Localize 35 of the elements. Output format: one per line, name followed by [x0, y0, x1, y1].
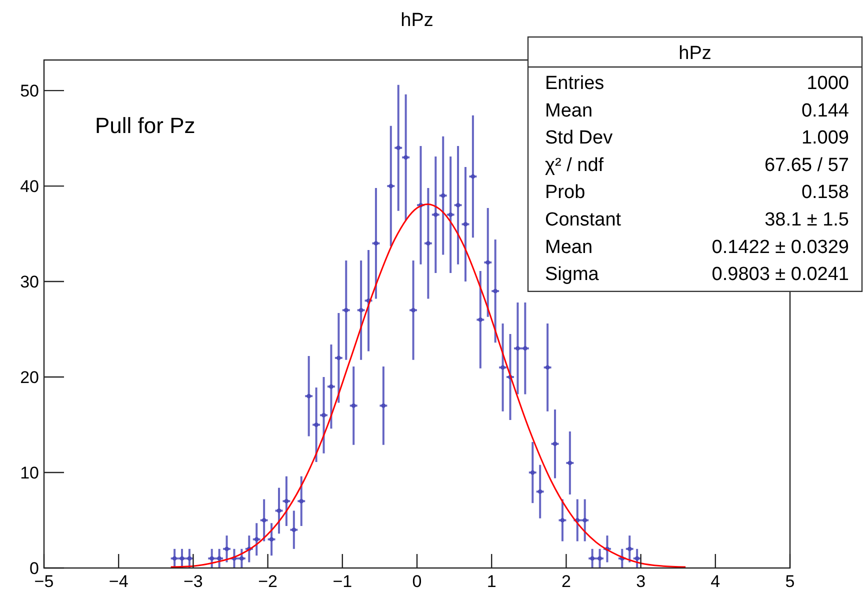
y-tick-label: 40 — [20, 177, 39, 196]
x-tick-label: 0 — [412, 572, 422, 590]
annotation: Sigma — [545, 264, 600, 286]
annotation: 0.1422 ± 0.0329 — [712, 236, 849, 258]
annotation: Mean — [545, 100, 593, 122]
y-tick-label: 20 — [20, 368, 39, 388]
x-tick-label: 3 — [636, 572, 646, 590]
x-tick-label: 5 — [785, 572, 795, 590]
y-tick-label: 0 — [30, 559, 39, 578]
x-tick-label: −4 — [108, 572, 128, 590]
annotation: 67.65 / 57 — [764, 154, 849, 176]
annotation: hPz — [678, 43, 712, 64]
text: 1000 — [806, 73, 849, 94]
annotation: χ² / ndf — [545, 154, 604, 176]
annotation: Entries — [545, 73, 604, 94]
y-tick-label: 30 — [20, 272, 39, 292]
annotation: 38.1 ± 1.5 — [764, 210, 849, 230]
annotation: Constant — [545, 210, 622, 230]
x-tick-label: −2 — [258, 572, 278, 590]
text: 0.158 — [801, 182, 849, 204]
chart-title: hPz — [400, 10, 434, 31]
annotation: Std Dev — [545, 128, 614, 149]
x-tick-label: −3 — [184, 572, 203, 590]
text: 1.009 — [801, 128, 849, 149]
annotation: Prob — [545, 182, 586, 204]
x-tick-label: 1 — [486, 572, 496, 590]
x-tick-label: 2 — [561, 572, 571, 590]
annotation: 0.9803 ± 0.0241 — [712, 264, 849, 286]
x-tick-label: 4 — [710, 572, 720, 590]
y-tick-label: 50 — [20, 82, 39, 101]
annotation: Mean — [545, 236, 593, 258]
x-tick-label: −1 — [332, 572, 352, 590]
annotation: Pull for Pz — [95, 113, 196, 138]
y-tick-label: 10 — [20, 464, 39, 483]
text: 0.144 — [801, 100, 850, 122]
